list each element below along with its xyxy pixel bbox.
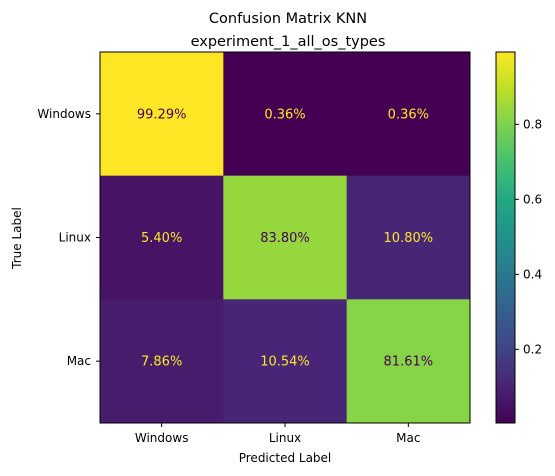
colorbar-tick-label: 0.8 (523, 117, 542, 131)
x-tick-label: Windows (135, 431, 189, 445)
cell-value-label: 7.86% (141, 355, 182, 370)
cell-value-label: 99.29% (137, 107, 187, 122)
colorbar-tick-label: 0.6 (523, 192, 542, 206)
matrix-cell (346, 299, 471, 424)
matrix-cell-labels: 99.29% 0.36% 0.36% 5.40% 83.80% 10.80% 7.86% 10… (137, 107, 433, 369)
x-axis-ticks: Windows Linux Mac (135, 423, 420, 445)
cell-value-label: 81.61% (384, 355, 434, 370)
chart-title: Confusion Matrix KNN (209, 11, 367, 27)
colorbar-tick-label: 0.2 (523, 342, 542, 356)
matrix-cell (100, 175, 224, 300)
colorbar-ticks: 0.2 0.4 0.6 0.8 (515, 117, 542, 356)
cell-value-label: 0.36% (388, 107, 429, 122)
matrix-cells (100, 52, 471, 424)
cell-value-label: 83.80% (260, 231, 310, 246)
chart-subtitle: experiment_1_all_os_types (191, 34, 386, 50)
x-tick-label: Linux (269, 431, 301, 445)
matrix-cell (100, 299, 224, 424)
cell-value-label: 10.54% (260, 355, 310, 370)
colorbar (495, 51, 516, 424)
y-axis-label: True Label (10, 207, 24, 270)
y-tick-label: Mac (67, 354, 91, 368)
y-tick-label: Windows (37, 107, 91, 121)
matrix-cell (223, 52, 348, 177)
cell-value-label: 0.36% (264, 107, 305, 122)
colorbar-tick-label: 0.4 (523, 267, 542, 281)
cell-value-label: 5.40% (141, 231, 182, 246)
x-axis-label: Predicted Label (239, 451, 332, 465)
matrix-cell (346, 52, 471, 177)
matrix-cell (223, 175, 348, 300)
cell-value-label: 10.80% (384, 231, 434, 246)
x-tick-label: Mac (396, 431, 420, 445)
matrix-cell (346, 175, 471, 300)
y-tick-label: Linux (59, 231, 91, 245)
y-axis-ticks: Windows Linux Mac (37, 107, 100, 368)
matrix-cell (223, 299, 348, 424)
matrix-cell (100, 52, 224, 177)
